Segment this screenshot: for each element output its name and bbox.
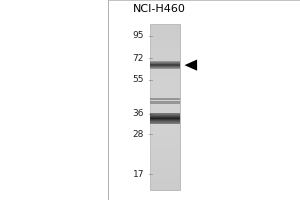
Bar [150, 173, 180, 178]
Bar [150, 169, 180, 173]
Bar [150, 119, 180, 120]
Text: 95: 95 [133, 31, 144, 40]
Bar [150, 61, 180, 62]
Bar [150, 157, 180, 161]
Bar [150, 28, 180, 32]
Bar [150, 63, 180, 64]
Bar [150, 36, 180, 41]
Bar [150, 98, 180, 100]
Text: 55: 55 [133, 75, 144, 84]
Bar [150, 64, 180, 65]
Bar [150, 62, 180, 63]
Bar [150, 24, 180, 28]
Bar [150, 118, 180, 119]
Text: 36: 36 [133, 109, 144, 118]
Bar [150, 111, 180, 115]
Bar [150, 61, 180, 66]
Bar [150, 115, 180, 116]
Bar [150, 82, 180, 86]
Bar [150, 123, 180, 124]
Bar [150, 24, 180, 190]
Bar [150, 53, 180, 57]
Bar [150, 65, 180, 66]
Bar [150, 148, 180, 153]
Bar [150, 113, 180, 114]
Text: 17: 17 [133, 170, 144, 179]
Bar [150, 124, 180, 128]
Text: 28: 28 [133, 130, 144, 139]
Bar [150, 32, 180, 36]
Bar [150, 57, 180, 61]
Bar [150, 107, 180, 111]
Bar [150, 41, 180, 45]
Bar [150, 74, 180, 78]
Bar [150, 140, 180, 144]
Bar [150, 119, 180, 124]
Bar [150, 136, 180, 140]
Polygon shape [184, 60, 197, 71]
Bar [150, 78, 180, 82]
Bar [150, 132, 180, 136]
Bar [150, 122, 180, 123]
Bar [150, 115, 180, 119]
Bar [150, 101, 180, 104]
Bar [150, 144, 180, 148]
Bar [108, 0, 300, 200]
Bar [150, 114, 180, 115]
Bar [150, 153, 180, 157]
Bar [150, 67, 180, 68]
Bar [150, 178, 180, 182]
Bar [150, 121, 180, 122]
Text: NCI-H460: NCI-H460 [133, 4, 185, 14]
Bar [150, 49, 180, 53]
Bar [150, 45, 180, 49]
Bar [150, 90, 180, 95]
Bar [150, 117, 180, 118]
Bar [150, 66, 180, 67]
Bar [150, 103, 180, 107]
Bar [150, 186, 180, 190]
Bar [150, 116, 180, 117]
Bar [150, 68, 180, 69]
Bar [150, 128, 180, 132]
Bar [150, 120, 180, 121]
Bar [150, 65, 180, 70]
Bar [150, 161, 180, 165]
Bar [150, 99, 180, 103]
Text: 72: 72 [133, 54, 144, 63]
Bar [150, 165, 180, 169]
Bar [150, 95, 180, 99]
Bar [150, 86, 180, 90]
Bar [150, 70, 180, 74]
Bar [150, 182, 180, 186]
